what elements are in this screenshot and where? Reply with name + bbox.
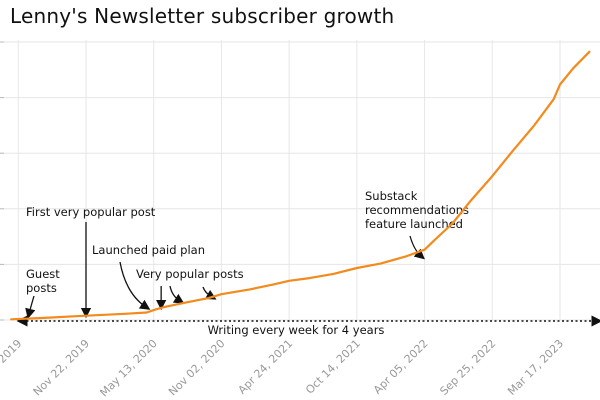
annotation-line: Very popular posts (136, 267, 244, 281)
x-tick-label: Mar 17, 2023 (505, 337, 566, 398)
series-line (10, 50, 591, 321)
x-tick-label: Apr 05, 2022 (371, 337, 431, 397)
annotation-line: recommendations (365, 203, 469, 217)
arrow-guest-posts (25, 295, 36, 320)
subscriber-line (10, 50, 591, 321)
annotations: Writing every week for 4 years Guest posts… (16, 189, 600, 337)
annotation-first-popular-post: First very popular post (26, 205, 156, 219)
annotation-paid-plan: Launched paid plan (92, 243, 205, 257)
annotation-line: Substack (365, 189, 418, 203)
x-tick-label: Sep 25, 2022 (437, 337, 498, 398)
x-tick-label: Nov 22, 2019 (31, 337, 92, 398)
x-tick-label: Apr 24, 2021 (236, 337, 296, 397)
arrow-popular-3 (202, 286, 217, 300)
annotation-recommendations: Substack recommendations feature launched (365, 189, 469, 231)
chart-title: Lenny's Newsletter subscriber growth (10, 4, 395, 28)
x-tick-label: May 13, 2020 (97, 337, 159, 399)
grid (0, 40, 600, 321)
span-label: Writing every week for 4 years (208, 323, 385, 337)
arrow-paid-plan (119, 261, 151, 310)
annotation-line: First very popular post (26, 205, 156, 219)
arrow-recommendations (409, 235, 425, 260)
arrow-popular-2 (169, 285, 185, 304)
annotation-very-popular-posts: Very popular posts (136, 267, 244, 281)
x-tick-label: Nov 02, 2020 (166, 337, 227, 398)
annotation-line: feature launched (365, 217, 463, 231)
annotation-line: posts (26, 281, 57, 295)
x-tick-label: Oct 14, 2021 (303, 337, 363, 397)
annotation-guest-posts: Guest posts (26, 267, 60, 295)
x-tick-label: Jun 02, 2019 (0, 337, 24, 396)
annotation-line: Guest (26, 267, 60, 281)
annotation-line: Launched paid plan (92, 243, 205, 257)
